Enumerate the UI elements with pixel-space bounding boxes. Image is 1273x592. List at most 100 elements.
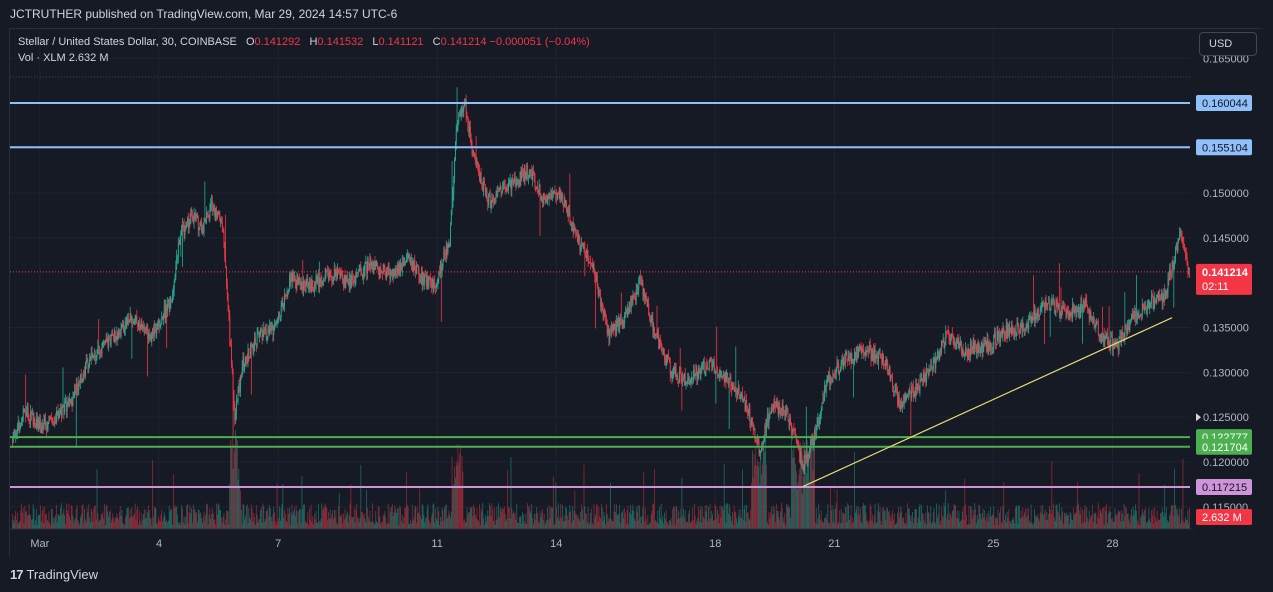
candle-body bbox=[1007, 324, 1009, 336]
volume-label[interactable]: Vol · XLM bbox=[18, 52, 66, 64]
tradingview-logo[interactable]: 17 TradingView bbox=[10, 567, 98, 582]
candle-body bbox=[701, 363, 703, 372]
volume-bar bbox=[734, 511, 736, 529]
candle-body bbox=[203, 221, 205, 234]
candle-body bbox=[926, 369, 928, 383]
candle-body bbox=[309, 282, 311, 286]
volume-bar bbox=[973, 515, 975, 529]
price-chart[interactable]: 0.1150000.1200000.1250000.1300000.135000… bbox=[10, 29, 1264, 557]
candle-body bbox=[91, 352, 93, 358]
candle-body bbox=[1187, 264, 1189, 274]
candle-body bbox=[698, 368, 700, 370]
candle-body bbox=[951, 334, 952, 337]
chart-panel[interactable]: 0.115000 0.120000 0.125000 0.130000 0.135000… bbox=[9, 28, 1264, 557]
candle-body bbox=[251, 345, 253, 347]
volume-bar bbox=[386, 522, 388, 529]
candle-body bbox=[129, 313, 131, 321]
volume-bar bbox=[692, 508, 694, 529]
candle-body bbox=[387, 266, 389, 273]
candle-body bbox=[433, 281, 435, 292]
candle-body bbox=[705, 365, 707, 372]
volume-bar bbox=[670, 518, 672, 529]
volume-bar bbox=[972, 510, 974, 529]
volume-bar bbox=[935, 523, 937, 529]
volume-bar bbox=[959, 521, 961, 529]
volume-bar bbox=[50, 524, 51, 529]
volume-bar bbox=[868, 523, 869, 529]
candle-body bbox=[266, 336, 268, 339]
volume-bar bbox=[989, 516, 991, 529]
candle-body bbox=[1043, 303, 1045, 309]
volume-bar bbox=[597, 521, 599, 529]
candle-body bbox=[575, 230, 577, 233]
candle-body bbox=[960, 341, 962, 346]
volume-bar bbox=[573, 510, 575, 529]
candle-body bbox=[973, 341, 975, 349]
volume-bar bbox=[406, 472, 407, 529]
candle-body bbox=[155, 329, 157, 334]
volume-bar bbox=[1094, 513, 1096, 529]
candle-body bbox=[582, 243, 584, 245]
candle-body bbox=[776, 401, 778, 405]
volume-bar bbox=[17, 523, 19, 529]
volume-bar bbox=[735, 511, 737, 529]
candle-body bbox=[712, 361, 714, 366]
volume-bar bbox=[241, 523, 243, 529]
high-value: 0.141532 bbox=[317, 36, 364, 48]
candle-body bbox=[531, 172, 533, 180]
candle-body bbox=[868, 344, 870, 353]
volume-bar bbox=[853, 521, 854, 529]
candle-body bbox=[262, 333, 264, 340]
volume-bar bbox=[638, 520, 640, 529]
volume-bar bbox=[801, 493, 803, 529]
candle-body bbox=[682, 377, 684, 383]
volume-bar bbox=[445, 504, 447, 529]
volume-bar bbox=[1057, 510, 1059, 529]
candle-body bbox=[1020, 324, 1022, 327]
volume-bar bbox=[16, 512, 18, 529]
volume-bar bbox=[748, 518, 750, 529]
candle-body bbox=[358, 269, 360, 272]
candle-body bbox=[431, 279, 433, 287]
volume-bar bbox=[931, 524, 932, 529]
volume-bar bbox=[518, 522, 519, 529]
volume-bar bbox=[196, 512, 197, 529]
candle-body bbox=[1130, 321, 1132, 324]
candle-body bbox=[146, 325, 148, 330]
candle-body bbox=[927, 370, 929, 375]
volume-bar bbox=[273, 506, 275, 529]
volume-bar bbox=[936, 503, 937, 529]
candle-body bbox=[863, 354, 865, 356]
candle-body bbox=[681, 379, 683, 383]
volume-bar bbox=[859, 507, 861, 529]
candle-body bbox=[352, 280, 354, 283]
volume-bar bbox=[1167, 520, 1169, 529]
symbol-title[interactable]: Stellar / United States Dollar, 30, COIN… bbox=[18, 36, 237, 48]
volume-bar bbox=[625, 523, 627, 529]
volume-bar bbox=[444, 507, 446, 529]
volume-bar bbox=[990, 506, 991, 529]
volume-bar bbox=[569, 505, 571, 529]
candle-body bbox=[849, 355, 850, 359]
volume-bar bbox=[892, 509, 893, 529]
volume-bar bbox=[908, 508, 910, 529]
candle-body bbox=[1185, 250, 1186, 254]
candle-body bbox=[234, 403, 236, 420]
candle-body bbox=[919, 379, 921, 391]
candle-body bbox=[481, 183, 483, 189]
candle-body bbox=[604, 309, 606, 314]
volume-bar bbox=[667, 522, 669, 529]
currency-button[interactable]: USD bbox=[1199, 32, 1257, 56]
volume-bar bbox=[130, 516, 132, 529]
volume-bar bbox=[913, 517, 915, 529]
candle-body bbox=[253, 345, 255, 351]
candle-body bbox=[804, 456, 806, 469]
candle-body bbox=[829, 376, 831, 384]
volume-bar bbox=[759, 484, 761, 529]
candle-body bbox=[378, 271, 380, 276]
volume-bar bbox=[764, 451, 766, 529]
candle-body bbox=[1142, 303, 1144, 308]
volume-bar bbox=[709, 503, 711, 529]
volume-bar bbox=[211, 514, 212, 529]
volume-bar bbox=[41, 510, 43, 529]
